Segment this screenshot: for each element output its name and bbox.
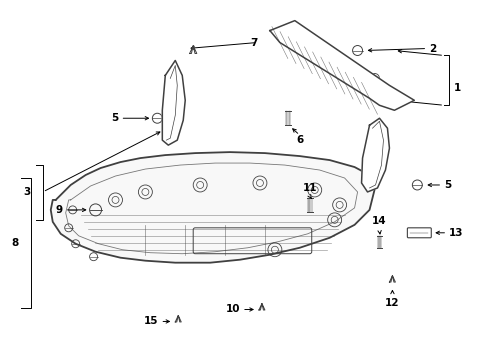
Text: 5: 5 xyxy=(444,180,451,190)
Text: 11: 11 xyxy=(302,183,317,193)
Text: 6: 6 xyxy=(296,135,303,145)
Text: 8: 8 xyxy=(12,238,19,248)
Text: 13: 13 xyxy=(449,228,464,238)
Text: 3: 3 xyxy=(24,187,31,197)
Text: 2: 2 xyxy=(429,44,437,54)
Polygon shape xyxy=(162,60,185,145)
Text: 12: 12 xyxy=(385,298,400,307)
Polygon shape xyxy=(259,303,265,310)
Text: 15: 15 xyxy=(144,316,158,327)
FancyBboxPatch shape xyxy=(407,228,431,238)
Polygon shape xyxy=(190,46,197,54)
Text: 10: 10 xyxy=(225,305,240,315)
Text: 14: 14 xyxy=(372,216,387,226)
Text: 9: 9 xyxy=(55,205,63,215)
Polygon shape xyxy=(390,276,395,282)
Text: 1: 1 xyxy=(454,84,462,93)
Polygon shape xyxy=(175,315,181,322)
Text: 5: 5 xyxy=(111,113,119,123)
Polygon shape xyxy=(51,152,374,263)
Polygon shape xyxy=(362,118,390,192)
Text: 7: 7 xyxy=(250,37,258,48)
Polygon shape xyxy=(270,21,415,110)
